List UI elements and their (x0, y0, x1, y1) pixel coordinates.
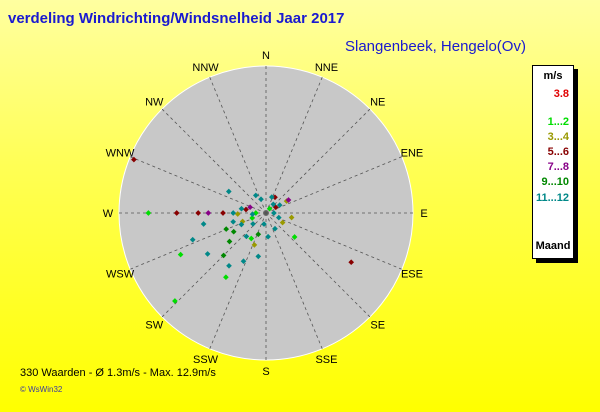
spoke-wnw (130, 156, 267, 214)
data-point (230, 218, 237, 225)
data-point (177, 251, 184, 258)
legend-header: m/s (543, 70, 563, 82)
data-point (255, 253, 262, 260)
data-point (226, 262, 232, 269)
spoke-ese (265, 212, 402, 270)
data-point (230, 228, 237, 235)
spoke-sw (161, 212, 267, 318)
data-point (225, 188, 232, 195)
legend-item-1-2: 1...2 (547, 116, 569, 128)
data-point (189, 236, 196, 243)
data-point (272, 194, 278, 201)
direction-label-ene: ENE (401, 148, 424, 160)
data-point (248, 235, 255, 242)
spoke-ne (265, 108, 371, 214)
data-point (255, 231, 262, 238)
data-point (243, 233, 250, 240)
data-point (261, 221, 267, 227)
data-point (271, 210, 277, 216)
data-point (279, 219, 286, 226)
software-credit: © WsWin32 (20, 385, 63, 394)
data-point (285, 197, 292, 203)
legend-item-7-8: 7...8 (547, 161, 569, 173)
legend-item-current: 3.8 (553, 88, 569, 100)
data-point (230, 210, 237, 216)
summary-stats: 330 Waarden - Ø 1.3m/s - Max. 12.9m/s (20, 367, 216, 379)
station-name: Slangenbeek, Hengelo(Ov) (345, 38, 526, 55)
spoke-nne (265, 77, 323, 214)
data-point (131, 156, 137, 163)
data-point (205, 210, 212, 216)
spoke-nw (161, 108, 267, 214)
data-point (270, 201, 277, 208)
direction-label-wsw: WSW (106, 268, 135, 280)
data-point (195, 210, 202, 216)
legend-item-11-12: 11...12 (535, 192, 569, 204)
legend-item-5-6: 5...6 (547, 146, 569, 158)
data-point (173, 210, 180, 216)
data-point (220, 210, 226, 216)
direction-label-nnw: NNW (192, 62, 219, 74)
data-point (200, 221, 207, 227)
data-point (223, 274, 229, 281)
data-point (288, 214, 295, 221)
data-point (258, 196, 264, 203)
direction-label-e: E (420, 208, 427, 220)
direction-label-ne: NE (370, 96, 385, 108)
direction-label-sw: SW (145, 320, 163, 332)
data-point (247, 204, 253, 211)
legend-item-9-10: 9...10 (541, 176, 569, 188)
direction-label-n: N (262, 50, 270, 62)
data-point (172, 298, 178, 304)
data-point (226, 238, 233, 245)
data-point (145, 210, 152, 216)
data-point (240, 258, 247, 265)
data-point (276, 202, 283, 208)
data-point (250, 221, 256, 227)
data-point (243, 206, 249, 213)
data-point (348, 259, 355, 266)
data-point (252, 192, 259, 199)
direction-label-ssw: SSW (193, 354, 219, 366)
legend-footer: Maand (535, 240, 571, 252)
data-point (234, 211, 241, 217)
data-point (268, 194, 275, 200)
spoke-nnw (209, 77, 267, 214)
direction-label-nne: NNE (315, 62, 338, 74)
data-point (265, 233, 271, 240)
direction-label-w: W (103, 208, 114, 220)
spoke-sse (265, 212, 323, 349)
spoke-ene (265, 156, 402, 214)
data-point (275, 214, 282, 221)
direction-label-ese: ESE (401, 268, 423, 280)
data-point (251, 242, 258, 248)
data-point (223, 226, 230, 232)
direction-label-nw: NW (145, 96, 164, 108)
spoke-se (265, 212, 371, 318)
chart-title: verdeling Windrichting/Windsnelheid Jaar… (8, 10, 345, 27)
data-point (291, 234, 298, 240)
direction-label-se: SE (370, 320, 385, 332)
data-point (238, 205, 245, 212)
data-point (238, 221, 245, 228)
data-point (266, 205, 273, 212)
legend-item-3-4: 3...4 (547, 131, 569, 143)
direction-label-s: S (262, 366, 269, 378)
data-point (272, 225, 278, 232)
direction-label-sse: SSE (315, 354, 337, 366)
legend: m/s 3.8 1...2 3...4 5...6 7...8 9...10 1… (532, 65, 574, 259)
data-point (220, 252, 227, 259)
direction-label-wnw: WNW (106, 148, 135, 160)
spoke-ssw (209, 212, 267, 349)
data-point (249, 215, 256, 221)
data-point (249, 211, 256, 218)
data-point (204, 251, 211, 257)
